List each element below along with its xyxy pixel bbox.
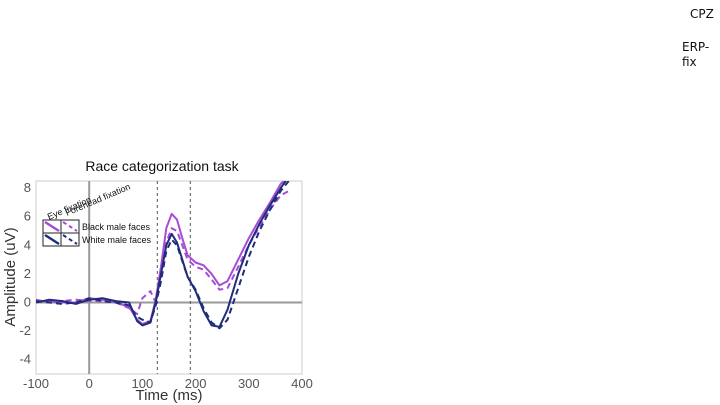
x-tick-label: 400 — [291, 376, 313, 391]
x-tick-label: 100 — [132, 376, 154, 391]
y-tick-label: 4 — [24, 237, 31, 252]
x-tick-label: -100 — [23, 376, 49, 391]
legend-label-black-faces: Black male faces — [82, 222, 151, 232]
legend: Eye fixation Forehead fixation Black mal… — [42, 181, 152, 247]
y-tick-label: -4 — [19, 352, 31, 367]
chart-title: Race categorization task — [85, 158, 239, 174]
condition-caption: ERP-fix — [682, 40, 710, 69]
x-tick-label: 300 — [238, 376, 260, 391]
series-line-3 — [36, 181, 287, 328]
y-tick-label: 6 — [24, 209, 31, 224]
legend-swatch-black-eye — [44, 220, 60, 233]
y-tick-label: 2 — [24, 266, 31, 281]
electrode-label: CPZ — [690, 7, 714, 21]
x-axis-title: Time (ms) — [136, 387, 203, 404]
x-tick-label: 200 — [185, 376, 207, 391]
legend-label-white-faces: White male faces — [82, 235, 152, 245]
series-line-4 — [36, 181, 290, 330]
y-axis-title: Amplitude (uV) — [2, 227, 19, 326]
legend-swatch-white-forehead — [62, 234, 78, 245]
y-tick-label: -2 — [19, 323, 31, 338]
erp-line-chart: Race categorization task -100 0 100 200 300 4… — [2, 158, 313, 404]
y-tick-label: 0 — [24, 295, 31, 310]
y-tick-label: 8 — [24, 180, 31, 195]
legend-swatch-white-eye — [44, 233, 60, 246]
legend-swatch-black-forehead — [62, 221, 78, 232]
x-tick-label: 0 — [86, 376, 93, 391]
plot-frame — [35, 180, 303, 375]
